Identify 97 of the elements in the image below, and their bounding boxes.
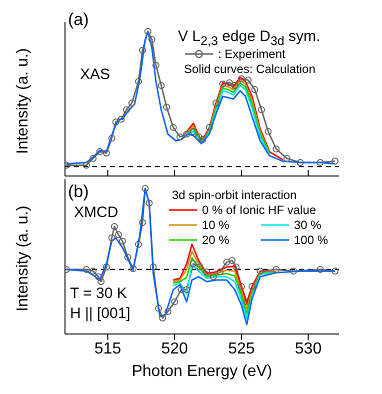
- x-tick-label: 515: [94, 340, 122, 358]
- point: [244, 76, 252, 84]
- x-tick-label: 525: [228, 340, 255, 358]
- point: [272, 266, 280, 273]
- point: [150, 264, 157, 271]
- annotation: (b): [68, 182, 89, 202]
- point: [228, 257, 236, 264]
- annotation: XMCD: [74, 204, 118, 221]
- point: [238, 282, 245, 290]
- point: [163, 104, 170, 111]
- point: [170, 124, 177, 131]
- annotation: H || [001]: [70, 305, 130, 322]
- point: [219, 80, 226, 88]
- point: [231, 82, 238, 89]
- point: [178, 286, 185, 294]
- legend-label: 0 % of Ionic HF value: [202, 203, 316, 217]
- point: [196, 264, 204, 271]
- point: [148, 36, 156, 44]
- point: [226, 79, 233, 86]
- point: [90, 268, 97, 275]
- point: [124, 254, 132, 261]
- point: [199, 136, 206, 144]
- point: [152, 62, 160, 69]
- point: [190, 128, 197, 135]
- point: [108, 134, 116, 142]
- text: (a): [68, 10, 89, 30]
- point: [135, 78, 142, 85]
- point: [176, 133, 184, 140]
- annotation: Solid curves: Calculation: [184, 62, 316, 76]
- point: [212, 100, 220, 107]
- point: [130, 265, 137, 272]
- x-tick-label: 520: [161, 340, 188, 358]
- legend-label: 100 %: [294, 233, 328, 247]
- x-axis-title: Photon Energy (eV): [132, 363, 272, 380]
- point: [190, 260, 197, 268]
- point: [238, 75, 245, 82]
- point: [144, 28, 152, 35]
- point: [108, 234, 116, 242]
- point: [158, 82, 165, 89]
- point: [232, 264, 240, 271]
- point: [216, 268, 224, 276]
- point: [94, 273, 102, 280]
- point: [316, 158, 324, 166]
- annotation: XAS: [80, 66, 110, 83]
- point: [258, 106, 265, 114]
- point: [142, 185, 149, 192]
- point: [112, 118, 120, 126]
- point: [183, 286, 190, 294]
- point: [159, 314, 166, 322]
- point: [248, 282, 256, 290]
- annotation: V L$_{2,3}$ edge D$_{3d}$ sym.: [178, 28, 320, 48]
- point: [251, 86, 258, 94]
- point: [155, 304, 162, 312]
- point: [203, 268, 210, 276]
- point: [223, 258, 230, 266]
- x-tick-label: 530: [294, 340, 322, 358]
- point: [82, 266, 90, 273]
- point: [195, 133, 202, 140]
- point: [243, 298, 250, 306]
- point: [283, 154, 290, 162]
- point: [114, 231, 122, 238]
- point: [331, 268, 338, 275]
- point: [164, 308, 172, 316]
- point: [290, 268, 298, 275]
- point: [272, 145, 280, 152]
- legend-label: : Experiment: [218, 47, 286, 61]
- point: [183, 130, 190, 138]
- point: [139, 219, 146, 226]
- point: [171, 298, 178, 306]
- point: [139, 46, 146, 54]
- point: [210, 273, 217, 280]
- point: [331, 158, 338, 165]
- point: [110, 223, 118, 230]
- point: [122, 106, 130, 114]
- point: [118, 238, 126, 245]
- point: [82, 162, 90, 169]
- legend-title: 3d spin-orbit interaction: [172, 188, 298, 202]
- point: [90, 154, 97, 162]
- point: [316, 266, 324, 273]
- point: [264, 128, 272, 135]
- legend-label: 30 %: [294, 218, 322, 232]
- point: [98, 278, 105, 286]
- point: [206, 124, 213, 131]
- point: [146, 200, 153, 207]
- point: [296, 158, 304, 166]
- annotation: T = 30 K: [70, 285, 127, 302]
- point: [256, 268, 264, 275]
- point: [118, 116, 125, 123]
- y-axis-title: Intensity (a. u.): [14, 48, 32, 154]
- point: [96, 148, 104, 156]
- point: [128, 100, 136, 107]
- point: [135, 240, 142, 248]
- y-axis-title: Intensity (a. u.): [14, 206, 32, 312]
- point: [102, 150, 110, 157]
- point: [102, 264, 110, 271]
- legend-label: 10 %: [202, 218, 230, 232]
- legend-label: 20 %: [202, 233, 230, 247]
